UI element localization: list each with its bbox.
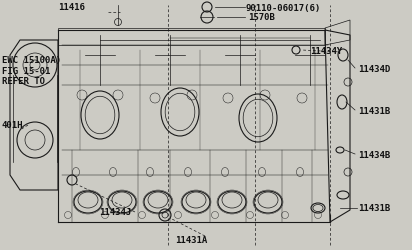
Text: EWC 15100A): EWC 15100A) bbox=[2, 56, 61, 65]
Text: 11434B: 11434B bbox=[358, 150, 390, 159]
Text: 11431B: 11431B bbox=[358, 106, 390, 115]
Text: 11434Y: 11434Y bbox=[310, 46, 342, 55]
Text: 11431B: 11431B bbox=[358, 204, 390, 213]
Text: 1570B: 1570B bbox=[248, 14, 275, 22]
Text: REFER TO: REFER TO bbox=[2, 76, 45, 85]
Text: 11431A: 11431A bbox=[175, 236, 207, 244]
Text: 11416: 11416 bbox=[58, 2, 85, 12]
Text: 11434D: 11434D bbox=[358, 64, 390, 73]
Text: 11434J: 11434J bbox=[99, 208, 131, 217]
Text: FIG 15-01: FIG 15-01 bbox=[2, 66, 50, 75]
Text: 90110-06017(6): 90110-06017(6) bbox=[246, 4, 321, 13]
Text: 401H: 401H bbox=[2, 121, 23, 130]
